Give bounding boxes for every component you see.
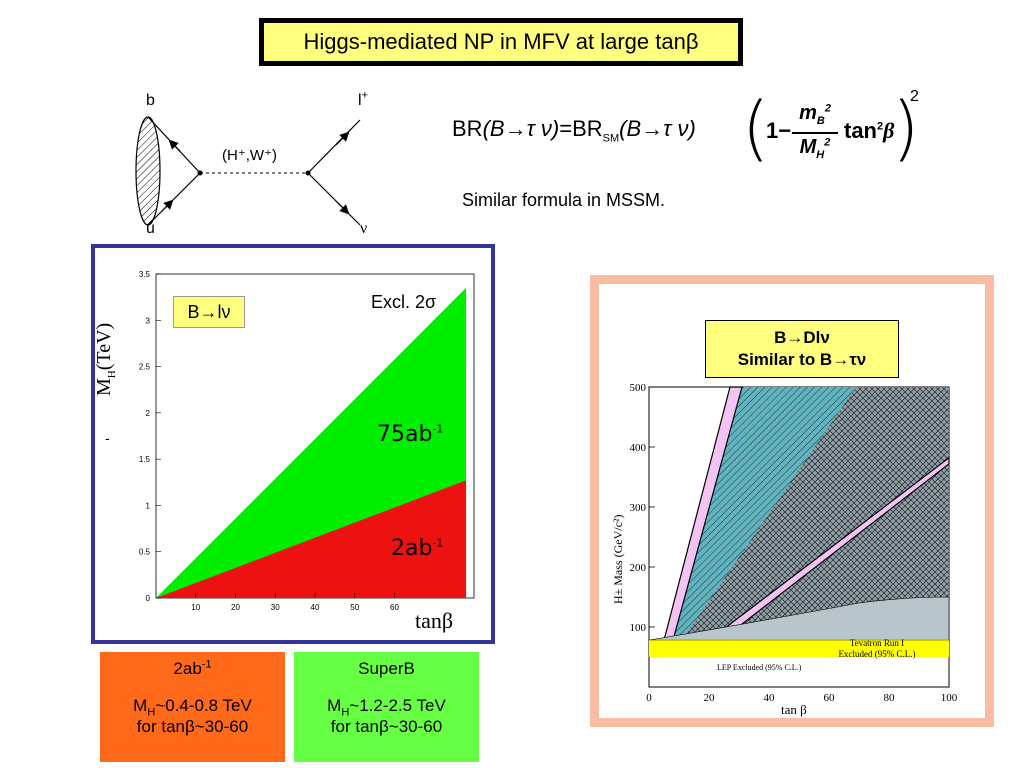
right-xtick-label: 80: [884, 692, 896, 704]
left-plot-frame: 10 20 30 40 50 60 0 0.5 1 1.5 2 2.5 3 3.5 B→lν Excl. …: [91, 244, 495, 644]
formula-numerator: mB2: [799, 102, 831, 127]
right-paren: ): [892, 87, 920, 169]
left-xtick-label: 10: [191, 603, 200, 612]
left-xtick-label: 20: [231, 603, 240, 612]
excluded-hatch-overlay: [667, 387, 949, 641]
left-ticks: 10 20 30 40 50 60 0 0.5 1 1.5 2 2.5 3 3.5: [139, 270, 400, 612]
label-u: u: [146, 220, 155, 237]
left-xtick-label: 50: [350, 603, 359, 612]
right-ytick-label: 200: [630, 562, 647, 574]
left-ytick-label: 1: [146, 501, 151, 510]
right-ytick-label: 400: [630, 442, 647, 454]
right-chart: 0 20 40 60 80 100 100 200 300 400 500: [630, 382, 958, 704]
label-75ab: 75ab-1: [377, 422, 444, 447]
right-ticks: 0 20 40 60 80 100 100 200 300 400 500: [630, 382, 958, 704]
formula-denominator: MH2: [799, 136, 831, 161]
slide-title-text: Higgs-mediated NP in MFV at large tanβ: [303, 29, 699, 54]
fraction-bar: [792, 132, 838, 134]
right-xtick-label: 40: [764, 692, 776, 704]
teal-hatch-overlay: [667, 387, 856, 641]
slide-title: Higgs-mediated NP in MFV at large tanβ: [259, 18, 743, 66]
right-xtick-label: 0: [646, 692, 652, 704]
right-plot-frame: 0 20 40 60 80 100 100 200 300 400 500 B→Dlν Simila…: [590, 275, 994, 727]
formula-lhs: BR(B→τ ν)=BRSM(B→τ ν): [452, 116, 696, 145]
left-chart: 10 20 30 40 50 60 0 0.5 1 1.5 2 2.5 3 3.5: [139, 270, 475, 612]
lep-label: LEP Excluded (95% C.L.): [717, 663, 802, 672]
left-ytick-label: 2: [146, 409, 151, 418]
feynman-diagram: [135, 116, 361, 226]
left-ytick-label: 2.5: [139, 363, 151, 372]
info-box-superb: SuperB MH~1.2-2.5 TeV for tanβ~30-60: [294, 652, 479, 762]
left-ytick-label: 3.5: [139, 270, 151, 279]
right-xlabel: tan β: [781, 702, 807, 717]
box-2ab-line2: for tanβ~30-60: [136, 717, 249, 736]
box-superb-head: SuperB: [358, 659, 415, 678]
right-xtick-label: 100: [941, 692, 958, 704]
right-plot-tag: B→Dlν Similar to B→τν: [705, 320, 899, 378]
info-box-2ab: 2ab-1 MH~0.4-0.8 TeV for tanβ~30-60: [100, 652, 285, 762]
left-xtick-label: 60: [390, 603, 399, 612]
left-xlabel: tanβ: [415, 608, 454, 633]
tevatron-curve: [648, 596, 950, 641]
label-mediator: (H⁺,W⁺): [222, 147, 277, 164]
formula-one: 1−: [766, 118, 792, 143]
right-ytick-label: 500: [630, 382, 647, 394]
tevatron-label: Tevatron Run I Excluded (95% C.L.): [838, 638, 916, 659]
box-2ab-head: 2ab-1: [173, 658, 212, 678]
left-ytick-label: 0: [146, 594, 151, 603]
formula-tan: tan2β: [844, 118, 895, 143]
right-xtick-label: 60: [824, 692, 836, 704]
lepton-lines: [307, 119, 361, 226]
left-plot-tag: B→lν: [173, 296, 245, 328]
lep-band: [649, 640, 949, 657]
formula-caption: Similar formula in MSSM.: [462, 190, 666, 210]
left-ytick-label: 0.5: [139, 548, 151, 557]
label-b: b: [146, 92, 155, 109]
right-ylabel: H± Mass (GeV/c²): [611, 514, 625, 605]
quark-lines: [147, 116, 201, 226]
right-ytick-label: 100: [630, 622, 647, 634]
branching-ratio-formula: BR(B→τ ν)=BRSM(B→τ ν) ( 1− mB2 MH2 tan2β…: [452, 88, 932, 178]
left-ytick-label: 1.5: [139, 455, 151, 464]
box-superb-line2: for tanβ~30-60: [330, 717, 443, 736]
area-2ab: [156, 480, 467, 598]
label-neutrino: ν: [360, 220, 368, 237]
left-ylabel: MH(TeV): [93, 322, 118, 396]
excl-label: Excl. 2σ: [371, 292, 437, 312]
right-xtick-label: 20: [704, 692, 716, 704]
left-xtick-label: 30: [271, 603, 280, 612]
label-2ab: 2ab-1: [391, 536, 444, 561]
left-ytick-label: 3: [146, 316, 151, 325]
formula-power: 2: [910, 88, 919, 105]
label-lepton: l+: [358, 89, 368, 109]
right-ytick-label: 300: [630, 502, 647, 514]
left-xtick-label: 40: [311, 603, 320, 612]
blob-hatched: [135, 116, 161, 226]
box-superb-line1: MH~1.2-2.5 TeV: [327, 696, 446, 719]
left-paren: (: [742, 87, 770, 169]
left-dash: -: [105, 430, 110, 446]
box-2ab-line1: MH~0.4-0.8 TeV: [133, 696, 252, 719]
